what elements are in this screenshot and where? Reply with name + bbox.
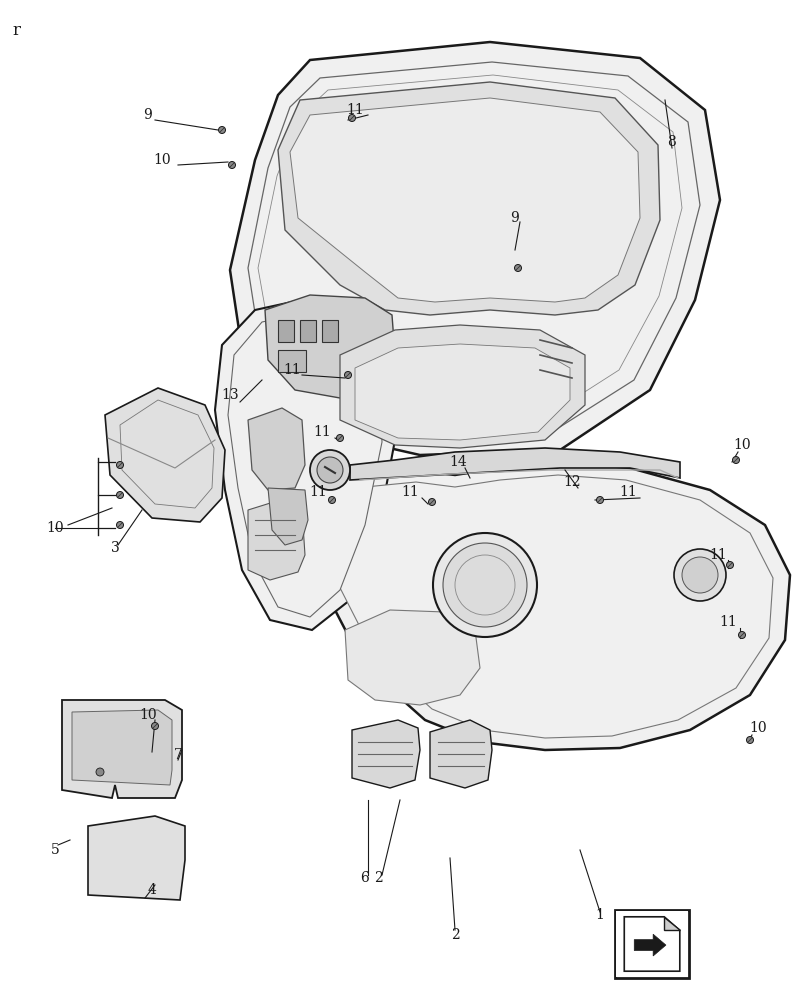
Polygon shape: [268, 488, 307, 545]
Text: 13: 13: [221, 388, 238, 402]
Text: 10: 10: [46, 521, 64, 535]
Polygon shape: [105, 388, 225, 522]
Text: 11: 11: [719, 615, 736, 629]
Polygon shape: [633, 934, 665, 956]
Circle shape: [428, 498, 435, 506]
Text: 11: 11: [309, 485, 327, 499]
Text: r: r: [12, 22, 20, 39]
Polygon shape: [62, 700, 182, 798]
Polygon shape: [230, 42, 719, 455]
Text: 9: 9: [510, 211, 519, 225]
Polygon shape: [215, 298, 394, 630]
Polygon shape: [430, 720, 491, 788]
Bar: [322, 320, 337, 342]
Polygon shape: [277, 82, 659, 315]
Circle shape: [673, 549, 725, 601]
Text: 2: 2: [450, 928, 459, 942]
Polygon shape: [350, 448, 679, 480]
Polygon shape: [302, 462, 789, 750]
Text: 10: 10: [153, 153, 170, 167]
Text: 11: 11: [283, 363, 301, 377]
Circle shape: [737, 632, 744, 639]
Text: 14: 14: [448, 455, 466, 469]
Polygon shape: [315, 475, 772, 738]
Text: 5: 5: [50, 843, 59, 857]
Text: 12: 12: [563, 475, 580, 489]
Bar: [277, 320, 294, 342]
Circle shape: [116, 491, 123, 498]
Circle shape: [681, 557, 717, 593]
Polygon shape: [351, 720, 419, 788]
Circle shape: [228, 161, 235, 168]
Text: 6: 6: [360, 871, 369, 885]
Text: 11: 11: [345, 103, 363, 117]
Circle shape: [432, 533, 536, 637]
Text: 9: 9: [144, 108, 152, 122]
Circle shape: [152, 722, 158, 730]
Circle shape: [443, 543, 526, 627]
Polygon shape: [354, 344, 569, 440]
Circle shape: [745, 736, 753, 744]
Circle shape: [116, 462, 123, 468]
Text: 2: 2: [373, 871, 382, 885]
Bar: [277, 350, 306, 372]
Circle shape: [514, 264, 521, 271]
Text: 10: 10: [139, 708, 157, 722]
Polygon shape: [247, 408, 305, 490]
Text: 10: 10: [732, 438, 750, 452]
Text: 1: 1: [594, 908, 603, 922]
Circle shape: [316, 457, 342, 483]
Polygon shape: [247, 62, 699, 437]
Polygon shape: [345, 610, 479, 705]
Circle shape: [116, 522, 123, 528]
Text: 3: 3: [110, 541, 119, 555]
Bar: [615, 910, 688, 978]
Polygon shape: [120, 400, 214, 508]
Circle shape: [348, 114, 355, 121]
Circle shape: [596, 496, 603, 504]
Polygon shape: [264, 295, 394, 398]
Polygon shape: [340, 325, 584, 448]
Polygon shape: [228, 312, 381, 617]
Bar: [299, 320, 315, 342]
Circle shape: [726, 562, 732, 568]
Text: 11: 11: [313, 425, 330, 439]
Polygon shape: [663, 917, 679, 930]
Text: 8: 8: [667, 135, 676, 149]
Text: 7: 7: [174, 748, 182, 762]
Circle shape: [310, 450, 350, 490]
Circle shape: [218, 126, 225, 133]
Circle shape: [96, 768, 104, 776]
Text: 11: 11: [618, 485, 636, 499]
Polygon shape: [88, 816, 185, 900]
Text: 10: 10: [749, 721, 766, 735]
Polygon shape: [72, 710, 172, 785]
Polygon shape: [290, 98, 639, 302]
Text: 4: 4: [148, 883, 157, 897]
Bar: [616, 911, 687, 977]
Polygon shape: [247, 500, 305, 580]
Text: 11: 11: [708, 548, 726, 562]
Circle shape: [732, 456, 739, 464]
Circle shape: [336, 434, 343, 442]
Circle shape: [344, 371, 351, 378]
Text: 11: 11: [401, 485, 418, 499]
Polygon shape: [258, 75, 681, 422]
Polygon shape: [624, 917, 679, 971]
Circle shape: [328, 496, 335, 504]
